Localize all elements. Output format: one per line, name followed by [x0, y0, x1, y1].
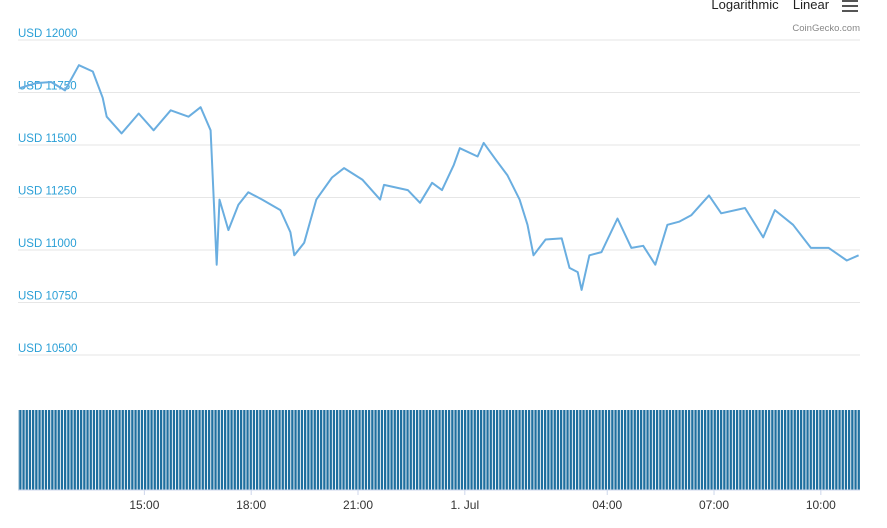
- x-tick-label: 04:00: [592, 498, 622, 512]
- y-tick-label: USD 11250: [18, 186, 77, 198]
- credit: CoinGecko.com: [792, 23, 860, 34]
- x-tick-label: 18:00: [236, 498, 266, 512]
- y-tick-label: USD 10500: [18, 343, 77, 355]
- price-line: [18, 64, 860, 291]
- y-tick-label: USD 10750: [18, 291, 77, 303]
- linear-button[interactable]: Linear: [793, 0, 830, 12]
- x-tick-label: 21:00: [343, 498, 373, 512]
- menu-icon[interactable]: [842, 0, 858, 12]
- log-button[interactable]: Logarithmic: [711, 0, 779, 12]
- y-tick-label: USD 11000: [18, 238, 77, 250]
- x-tick-label: 1. Jul: [450, 498, 479, 512]
- y-tick-label: USD 11500: [18, 133, 77, 145]
- x-tick-label: 15:00: [129, 498, 159, 512]
- x-tick-label: 10:00: [806, 498, 836, 512]
- volume-bars: [18, 410, 860, 490]
- y-tick-label: USD 12000: [18, 28, 77, 40]
- x-tick-label: 07:00: [699, 498, 729, 512]
